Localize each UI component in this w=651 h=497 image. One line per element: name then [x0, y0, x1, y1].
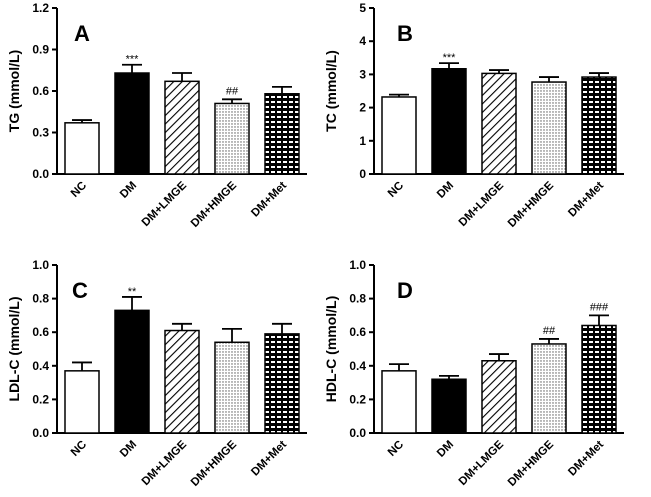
bar-dm — [431, 68, 467, 175]
bar-dm — [431, 378, 467, 434]
y-tick-label: 0.8 — [349, 292, 366, 306]
bar-dm-met — [581, 76, 617, 175]
x-tick-label: DM+Met — [566, 180, 606, 220]
y-tick-label: 0.6 — [32, 325, 49, 339]
y-axis-title: HDL-C (mmol/L) — [323, 296, 339, 403]
y-tick-label: 0 — [359, 167, 366, 181]
x-tick-label: DM+LMGE — [140, 438, 190, 488]
bar-dm-met — [264, 93, 300, 175]
y-tick-label: 0.4 — [349, 359, 366, 373]
panel-letter: C — [72, 278, 88, 303]
significance-label: *** — [126, 54, 140, 66]
bar-dm-met — [264, 333, 300, 434]
y-tick-label: 4 — [359, 34, 366, 48]
bar-dm — [114, 309, 150, 434]
significance-label: ** — [128, 286, 137, 298]
x-tick-label: NC — [69, 439, 89, 459]
x-tick-label: NC — [386, 439, 406, 459]
x-tick-label: DM — [118, 439, 139, 460]
bar-dm-lmge — [481, 360, 517, 434]
bar-nc — [381, 96, 417, 175]
y-tick-label: 1.0 — [32, 258, 49, 272]
y-tick-label: 1.0 — [349, 258, 366, 272]
y-tick-label: 0.4 — [32, 359, 49, 373]
y-tick-label: 0.2 — [349, 392, 366, 406]
x-tick-label: DM — [435, 180, 456, 201]
x-tick-label: DM+Met — [566, 439, 606, 479]
bar-dm-hmge — [214, 102, 250, 175]
bar-dm — [114, 72, 150, 175]
y-tick-label: 0.0 — [32, 426, 49, 440]
x-tick-label: DM+Met — [249, 439, 289, 479]
bar-dm-lmge — [164, 329, 200, 434]
chart-panel-B: 0 1 2 3 4 5 TC (mmol/L) B NC *** DM DM+LMGE DM+HMGE D… — [323, 1, 624, 230]
x-tick-label: DM+HMGE — [189, 438, 240, 489]
bar-dm-met — [581, 324, 617, 434]
y-tick-label: 1 — [359, 134, 366, 148]
panel-letter: D — [397, 278, 413, 303]
x-tick-label: DM+Met — [249, 180, 289, 220]
y-axis-title: TG (mmol/L) — [6, 50, 22, 132]
x-tick-label: DM+HMGE — [506, 179, 557, 230]
significance-label: ## — [226, 85, 239, 97]
panel-letter: B — [397, 21, 413, 46]
panel-letter: A — [74, 21, 90, 46]
y-tick-label: 5 — [359, 1, 366, 15]
bar-nc — [64, 370, 100, 434]
x-tick-label: DM+HMGE — [189, 179, 240, 230]
y-tick-label: 0.8 — [32, 292, 49, 306]
x-tick-label: DM — [118, 180, 139, 201]
y-tick-label: 0.3 — [32, 126, 49, 140]
significance-label: ### — [590, 301, 609, 313]
y-tick-label: 0.0 — [349, 426, 366, 440]
significance-label: ## — [543, 325, 556, 337]
y-tick-label: 0.0 — [32, 167, 49, 181]
y-tick-label: 0.6 — [32, 84, 49, 98]
y-tick-label: 2 — [359, 101, 366, 115]
x-tick-label: DM+HMGE — [506, 438, 557, 489]
bar-dm-lmge — [164, 80, 200, 175]
x-tick-label: NC — [69, 180, 89, 200]
x-tick-label: DM — [435, 439, 456, 460]
bar-dm-hmge — [531, 343, 567, 434]
x-tick-label: DM+LMGE — [457, 438, 507, 488]
y-tick-label: 0.2 — [32, 392, 49, 406]
y-tick-label: 3 — [359, 67, 366, 81]
bar-nc — [64, 122, 100, 175]
x-tick-label: DM+LMGE — [140, 179, 190, 229]
y-tick-label: 0.6 — [349, 325, 366, 339]
x-tick-label: NC — [386, 180, 406, 200]
chart-panel-A: 0.0 0.3 0.6 0.9 1.2 TG (mmol/L) A NC *** DM DM+LMG… — [6, 1, 307, 230]
bar-dm-hmge — [531, 81, 567, 175]
bar-dm-lmge — [481, 72, 517, 175]
y-axis-title: TC (mmol/L) — [323, 50, 339, 132]
y-tick-label: 0.9 — [32, 43, 49, 57]
y-tick-label: 1.2 — [32, 1, 49, 15]
bar-dm-hmge — [214, 341, 250, 434]
y-axis-title: LDL-C (mmol/L) — [6, 297, 22, 402]
significance-label: *** — [443, 52, 457, 64]
bar-nc — [381, 370, 417, 434]
x-tick-label: DM+LMGE — [457, 179, 507, 229]
